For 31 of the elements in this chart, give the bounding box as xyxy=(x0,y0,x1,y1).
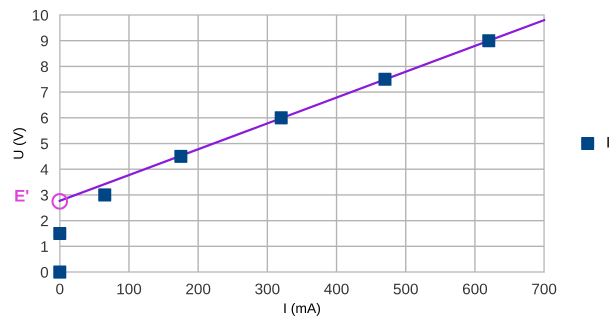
x-tick-label: 600 xyxy=(462,284,488,294)
y-axis-title: U (V) xyxy=(13,128,26,159)
annotation: E' xyxy=(15,190,28,202)
y-tick-label: 3 xyxy=(40,190,48,201)
y-tick-label: 4 xyxy=(40,164,48,175)
y-tick-label: 1 xyxy=(41,241,48,252)
point xyxy=(378,72,392,86)
x-axis-title: I (mA) xyxy=(284,302,320,316)
legend-label: I xyxy=(607,136,609,148)
x-tick-label: 300 xyxy=(255,284,280,294)
point xyxy=(98,188,112,202)
y-tick-label: 5 xyxy=(40,138,48,150)
point xyxy=(274,111,288,124)
point xyxy=(174,150,188,163)
x-tick-label: 100 xyxy=(117,284,142,294)
y-tick-label: 9 xyxy=(40,36,48,46)
point xyxy=(482,34,496,48)
x-tick-label: 400 xyxy=(324,284,349,294)
x-tick-label: 0 xyxy=(56,284,64,294)
y-tick-label: 8 xyxy=(40,61,48,72)
point xyxy=(51,193,68,210)
point xyxy=(53,226,66,240)
y-tick-label: 10 xyxy=(32,10,48,21)
y-tick-label: 6 xyxy=(40,112,48,124)
x-tick-label: 200 xyxy=(186,284,210,294)
point xyxy=(53,266,66,279)
y-tick-label: 7 xyxy=(40,87,48,98)
x-tick-label: 700 xyxy=(532,284,556,294)
y-tick-label: 2 xyxy=(40,216,48,226)
x-tick-label: 500 xyxy=(394,284,418,294)
y-tick-label: 0 xyxy=(40,266,48,278)
